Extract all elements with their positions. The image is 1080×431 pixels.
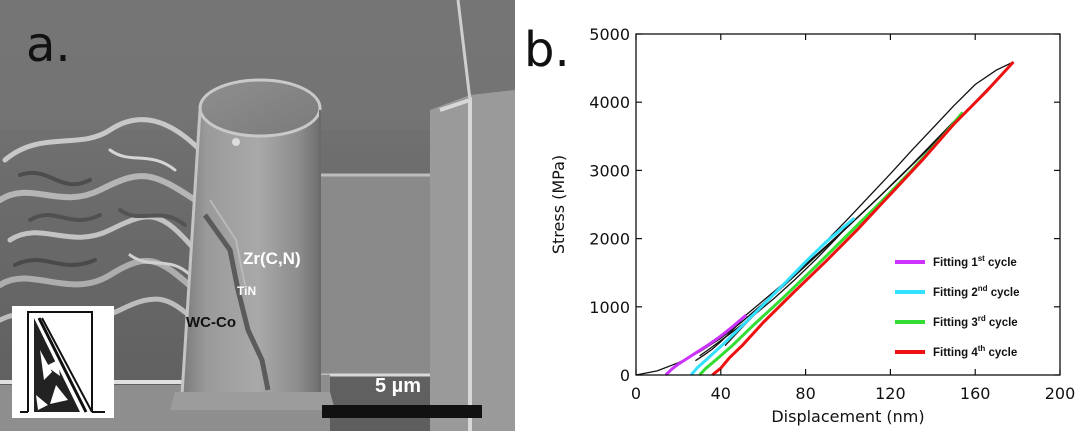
rough-surface-texture: [0, 117, 203, 323]
scale-bar-label: 5 µm: [375, 375, 421, 397]
y-tick-label: 0: [620, 366, 630, 385]
legend: Fitting 1st cycle Fitting 2nd cycle Fittin…: [895, 254, 1019, 359]
trench-block: [300, 175, 440, 375]
x-tick-label: 80: [795, 384, 815, 403]
x-axis-label: Displacement (nm): [771, 407, 924, 426]
plot-area: [635, 60, 1015, 377]
legend-label-cycle-4: Fitting 4th cycle: [933, 344, 1017, 359]
tin-layer-label: TiN: [237, 284, 256, 298]
y-axis-label: Stress (MPa): [549, 155, 568, 254]
legend-label-cycle-2: Fitting 2nd cycle: [933, 284, 1019, 299]
zrcn-layer-label: Zr(C,N): [243, 249, 301, 268]
y-tick-label: 1000: [589, 298, 630, 317]
stress-displacement-panel: b. 0 40 80 120 160 200 0 1000 2000 3000 4000 5000 F…: [520, 0, 1080, 431]
trench-wall: [430, 90, 515, 431]
cross-section-schematic-icon: [12, 306, 114, 418]
x-tick-label: 160: [960, 384, 991, 403]
unloading-curve-2: [699, 217, 855, 357]
y-tick-label: 2000: [589, 230, 630, 249]
x-tick-label: 200: [1045, 384, 1076, 403]
fitting-curve-cycle-4: [711, 60, 1015, 377]
x-tick-label: 120: [875, 384, 906, 403]
unloading-curve-1: [695, 314, 747, 362]
micropillar: [170, 78, 335, 410]
unloading-curve-3: [709, 111, 963, 345]
x-tick-label: 0: [631, 384, 641, 403]
legend-label-cycle-3: Fitting 3rd cycle: [933, 314, 1018, 329]
fitting-curve-cycle-2: [689, 216, 856, 376]
y-tick-label: 5000: [589, 25, 630, 44]
legend-label-cycle-1: Fitting 1st cycle: [933, 254, 1017, 269]
wcco-substrate-label: WC-Co: [186, 314, 236, 331]
panel-b-letter: b.: [524, 22, 570, 78]
panel-a-letter: a.: [26, 17, 71, 73]
scale-bar: 5 µm: [322, 375, 482, 418]
y-tick-label: 3000: [589, 161, 630, 180]
fitting-curve-cycle-1: [664, 313, 748, 377]
y-tick-label: 4000: [589, 93, 630, 112]
sem-image: Zr(C,N) TiN WC-Co a. 5 µm: [0, 0, 515, 431]
sem-micrograph-panel: Zr(C,N) TiN WC-Co a. 5 µm: [0, 0, 515, 431]
plot-frame: [635, 33, 1061, 376]
x-tick-label: 40: [711, 384, 731, 403]
